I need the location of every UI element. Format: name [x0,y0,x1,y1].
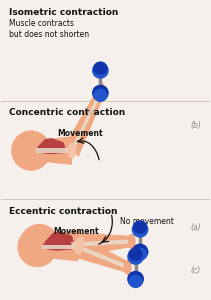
Ellipse shape [133,248,147,261]
Ellipse shape [92,85,109,101]
Polygon shape [65,87,105,157]
Ellipse shape [132,244,149,260]
Polygon shape [45,232,74,247]
Text: (a): (a) [190,223,201,232]
Ellipse shape [68,143,76,158]
Text: Isometric contraction: Isometric contraction [9,8,118,17]
Text: No movement: No movement [120,217,174,226]
Ellipse shape [132,221,149,238]
Text: Concentric contraction: Concentric contraction [9,108,125,117]
Text: Eccentric contraction: Eccentric contraction [9,207,118,216]
Ellipse shape [92,62,109,79]
Polygon shape [80,233,132,255]
Polygon shape [83,240,129,246]
Ellipse shape [128,248,143,261]
Text: Muscle contracts
but does not shorten: Muscle contracts but does not shorten [9,19,89,39]
Ellipse shape [124,260,132,275]
Polygon shape [76,236,129,273]
Ellipse shape [11,130,51,171]
Polygon shape [44,242,78,247]
Polygon shape [36,138,66,154]
Polygon shape [36,148,70,153]
Ellipse shape [127,271,144,287]
Ellipse shape [93,88,107,102]
Ellipse shape [20,224,59,264]
Ellipse shape [74,239,83,255]
Polygon shape [81,246,125,268]
Ellipse shape [18,227,57,267]
Polygon shape [38,233,78,261]
Text: Movement: Movement [53,227,99,236]
Ellipse shape [97,83,106,98]
Ellipse shape [128,234,136,249]
Ellipse shape [93,61,107,75]
Ellipse shape [76,236,85,252]
Ellipse shape [133,220,147,234]
Polygon shape [42,245,76,249]
Polygon shape [73,93,101,148]
Polygon shape [32,136,72,165]
Ellipse shape [128,275,143,288]
Ellipse shape [127,248,144,265]
Polygon shape [43,235,72,250]
Text: (c): (c) [191,266,201,274]
Polygon shape [41,230,80,258]
Text: Movement: Movement [58,129,103,138]
Text: (b): (b) [190,121,201,130]
